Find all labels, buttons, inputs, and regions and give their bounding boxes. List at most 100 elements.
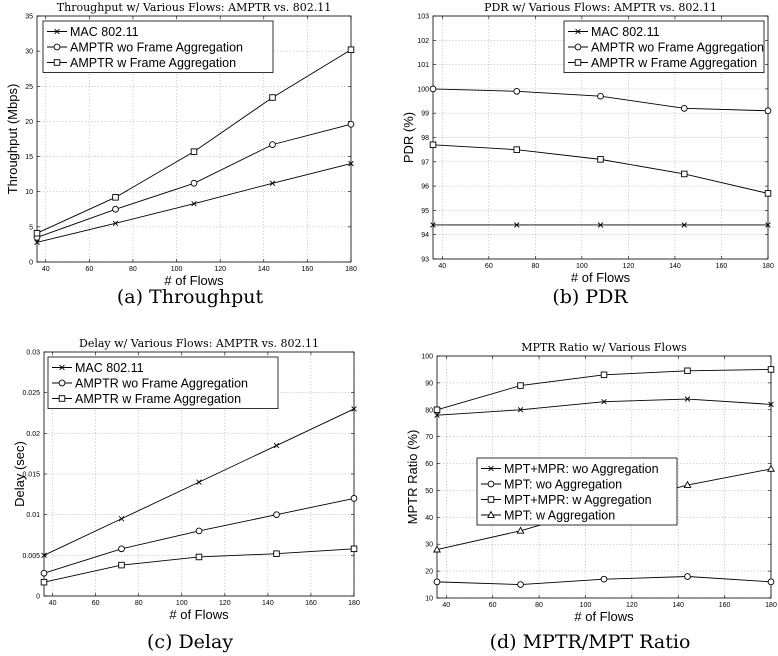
x-tick-label: 60 — [85, 266, 93, 273]
x-tick-label: 80 — [531, 263, 539, 270]
data-point — [433, 578, 441, 586]
y-tick-label: 40 — [425, 515, 433, 522]
y-tick-label: 10 — [425, 596, 433, 603]
y-tick-label: 10 — [25, 189, 33, 196]
plot-frame — [436, 355, 772, 599]
x-tick-label: 100 — [176, 600, 188, 607]
series-line-1 — [432, 88, 769, 112]
data-point — [112, 220, 119, 227]
data-point — [513, 87, 521, 95]
legend-label: MPT: w Aggregation — [504, 508, 615, 522]
legend-label: AMPTR w Frame Aggregation — [75, 392, 241, 406]
series-group — [40, 406, 358, 586]
data-point — [767, 578, 775, 586]
legend-box — [476, 457, 678, 526]
data-point — [597, 92, 604, 100]
x-tick-label: 120 — [626, 602, 638, 609]
legend-marker — [487, 496, 495, 503]
data-point — [40, 569, 48, 577]
data-point — [765, 222, 771, 228]
data-point — [273, 511, 280, 519]
y-axis-label: Throughput (Mbps) — [5, 84, 20, 195]
y-tick-label: 35 — [25, 14, 33, 21]
y-tick-label: 0.025 — [22, 390, 40, 397]
y-tick-label: 96 — [421, 184, 429, 191]
data-point — [517, 581, 524, 588]
x-tick-label: 160 — [302, 266, 314, 273]
y-tick-label: 95 — [421, 208, 429, 215]
data-point — [429, 85, 437, 93]
x-tick-label: 100 — [580, 602, 592, 609]
y-tick-label: 0.015 — [22, 472, 40, 479]
x-tick-label: 80 — [135, 600, 143, 607]
data-point — [433, 406, 441, 414]
data-point — [767, 464, 775, 472]
caption-mptr-ratio: (d) MPTR/MPT Ratio — [490, 631, 691, 653]
y-tick-label: 103 — [417, 14, 429, 21]
y-tick-label: 0.02 — [26, 431, 40, 438]
x-tick-label: 60 — [92, 600, 100, 607]
x-tick-label: 160 — [716, 263, 728, 270]
x-tick-label: 120 — [219, 600, 231, 607]
x-tick-label: 100 — [171, 266, 183, 273]
legend-marker — [54, 28, 60, 35]
x-tick-label: 180 — [762, 263, 774, 270]
data-point — [684, 396, 691, 402]
y-tick-label: 30 — [25, 49, 33, 56]
data-point — [433, 545, 441, 553]
y-tick-label: 101 — [417, 62, 429, 69]
data-point — [430, 222, 436, 228]
y-tick-label: 20 — [425, 569, 433, 576]
chart-title: Delay w/ Various Flows: AMPTR vs. 802.11 — [79, 337, 319, 350]
data-point — [34, 239, 40, 246]
y-tick-label: 94 — [421, 232, 429, 239]
legend-label: AMPTR w Frame Aggregation — [591, 56, 757, 70]
y-tick-label: 93 — [421, 257, 429, 264]
x-axis-label: # of Flows — [574, 609, 634, 624]
data-point — [348, 160, 354, 167]
legend-label: MAC 802.11 — [591, 25, 660, 39]
legend-label: MPT+MPR: wo Aggregation — [504, 462, 659, 476]
data-point — [513, 146, 521, 153]
legend-marker — [487, 510, 495, 518]
pdr-chart: 40 60 80 100 120 140 160 180 93 94 95 96 97 98 99 100 10… — [401, 1, 774, 285]
data-point — [517, 407, 524, 413]
chart-title: PDR w/ Various Flows: AMPTR vs. 802.11 — [484, 1, 717, 14]
data-point — [429, 141, 437, 149]
x-tick-label: 40 — [438, 263, 446, 270]
y-tick-label: 30 — [425, 542, 433, 549]
data-point — [118, 516, 125, 522]
data-point — [347, 46, 355, 53]
data-point — [269, 141, 276, 148]
y-tick-label: 15 — [25, 154, 33, 161]
data-point — [597, 156, 604, 163]
data-point — [41, 552, 47, 559]
data-point — [351, 406, 357, 412]
legend-marker — [53, 59, 61, 66]
data-point — [191, 200, 197, 207]
y-tick-label: 5 — [29, 224, 33, 231]
x-tick-label: 40 — [42, 266, 50, 273]
y-tick-label: 80 — [425, 407, 433, 414]
x-tick-label: 100 — [576, 263, 588, 270]
y-axis-label: PDR (%) — [401, 112, 416, 163]
legend-box — [42, 20, 274, 73]
y-tick-label: 60 — [425, 461, 433, 468]
data-point — [195, 527, 203, 535]
data-point — [514, 222, 520, 228]
data-point — [600, 371, 608, 379]
caption-pdr: (b) PDR — [552, 286, 628, 308]
x-tick-label: 140 — [669, 263, 681, 270]
data-point — [350, 495, 358, 502]
y-tick-label: 0.01 — [26, 512, 40, 519]
legend-marker — [53, 43, 61, 51]
data-point — [764, 107, 772, 115]
x-tick-label: 80 — [129, 266, 137, 273]
series-line-2 — [36, 49, 352, 234]
legend-marker — [58, 395, 66, 402]
data-point — [768, 401, 774, 408]
legend-marker — [58, 379, 66, 387]
